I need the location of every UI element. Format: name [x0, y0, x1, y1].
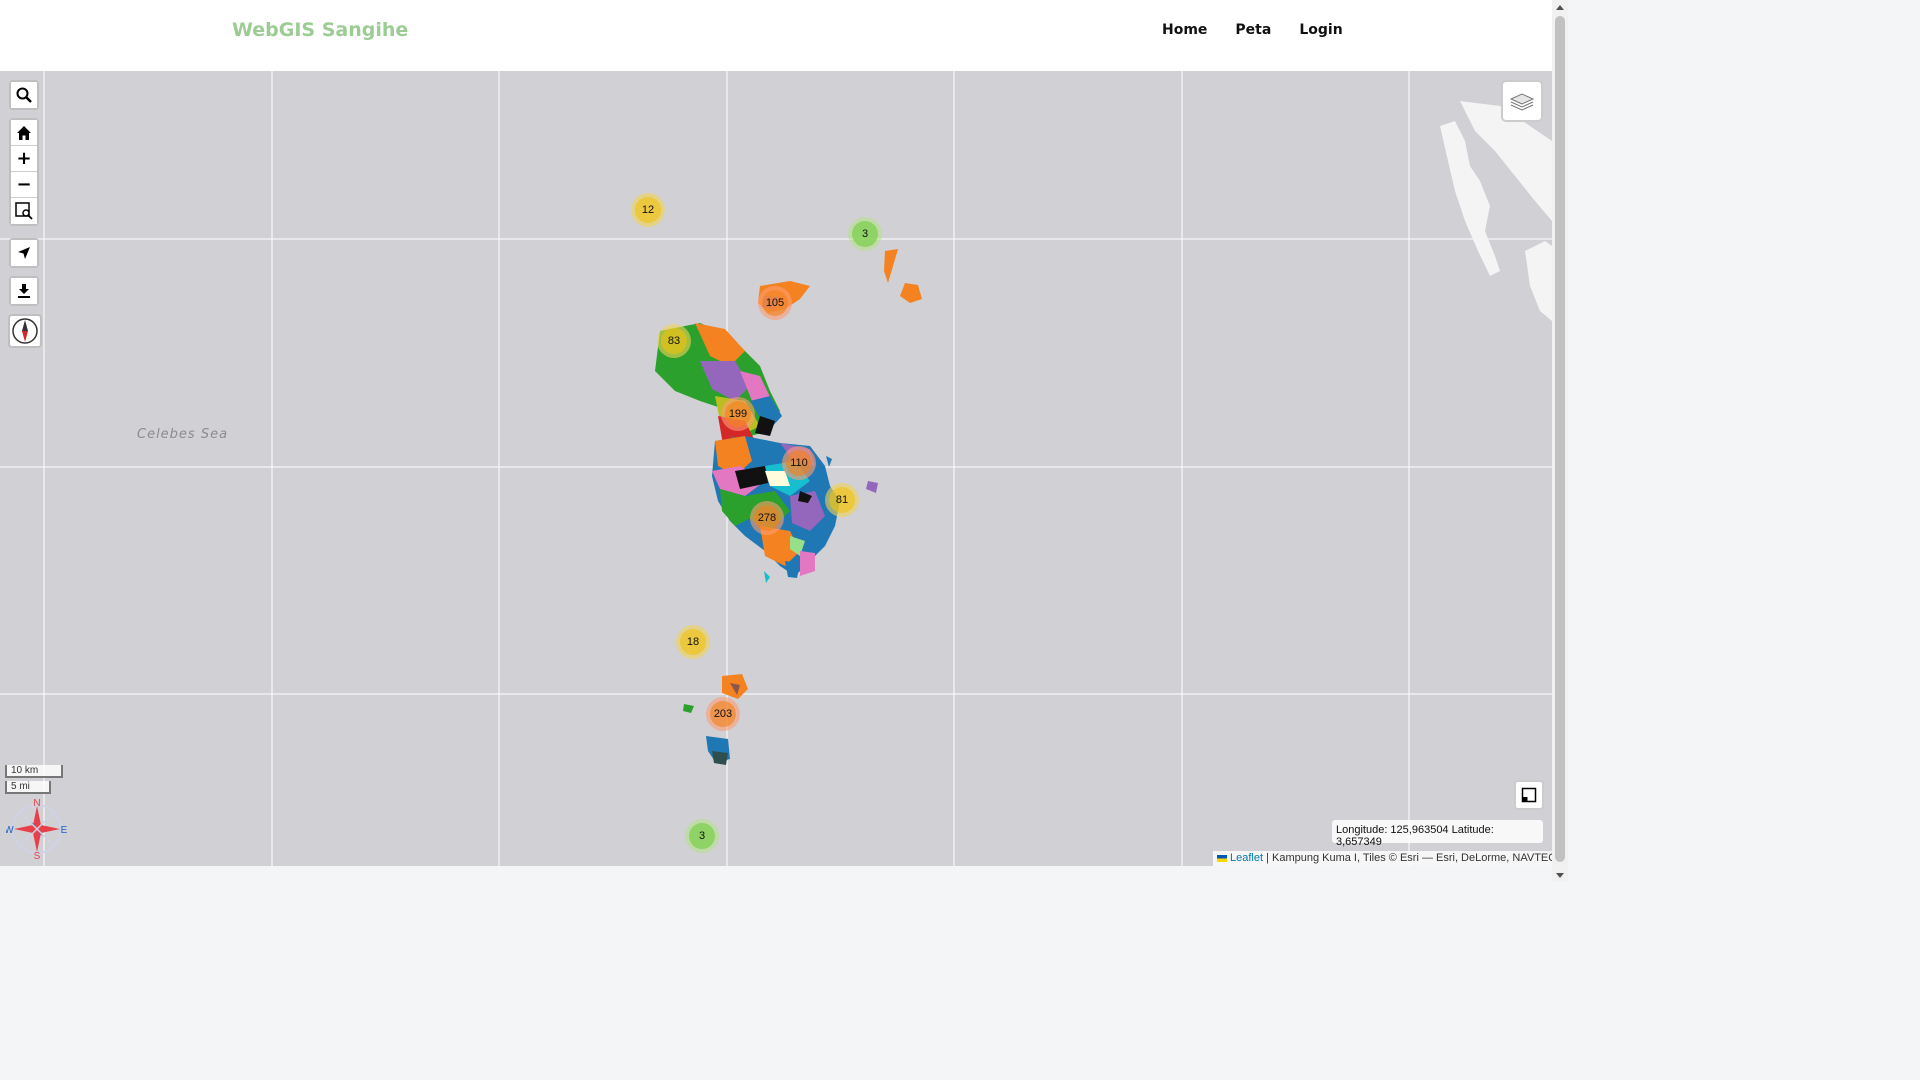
- locate-icon[interactable]: [11, 240, 37, 266]
- layers-control[interactable]: [1501, 80, 1543, 122]
- scroll-up-icon[interactable]: [1556, 5, 1564, 10]
- search-icon[interactable]: [11, 82, 37, 108]
- nav-peta[interactable]: Peta: [1235, 22, 1272, 38]
- marker-cluster[interactable]: 83: [657, 324, 691, 358]
- zoom-in-button[interactable]: +: [11, 146, 37, 172]
- locate-control: [9, 238, 39, 268]
- marker-cluster[interactable]: 278: [750, 501, 784, 535]
- marker-cluster[interactable]: 203: [706, 697, 740, 731]
- attribution-text: | Kampung Kuma I, Tiles © Esri — Esri, D…: [1263, 852, 1552, 864]
- marker-cluster[interactable]: 12: [631, 193, 665, 227]
- scale-bar-imperial: 5 mi: [5, 781, 51, 794]
- compass-rose: N S W E: [6, 798, 68, 860]
- nav-home[interactable]: Home: [1162, 22, 1208, 38]
- cluster-count: 18: [680, 629, 706, 655]
- zoom-out-button[interactable]: −: [11, 172, 37, 198]
- scale-metric: 10 km: [5, 765, 63, 778]
- minimap-icon: [1521, 787, 1537, 803]
- compass-control[interactable]: [8, 314, 42, 348]
- scale-imperial: 5 mi: [5, 781, 51, 794]
- nav-login[interactable]: Login: [1299, 22, 1343, 38]
- box-zoom-icon[interactable]: [11, 198, 37, 224]
- map-canvas[interactable]: Celebes Sea + − 12 3 105 83 199 110 81 2…: [0, 71, 1552, 866]
- marker-cluster[interactable]: 110: [782, 446, 816, 480]
- map-basemap: [0, 71, 1552, 866]
- cluster-count: 199: [725, 401, 751, 427]
- compass-n: N: [33, 798, 40, 809]
- top-navbar: WebGIS Sangihe Home Peta Login: [0, 0, 1552, 71]
- mouse-coordinates: Longitude: 125,963504 Latitude: 3,657349: [1332, 820, 1543, 848]
- nav-links: Home Peta Login: [1162, 22, 1343, 38]
- cluster-count: 105: [762, 290, 788, 316]
- home-icon[interactable]: [11, 120, 37, 146]
- scale-bar: 10 km: [5, 765, 63, 778]
- map-attribution: Leaflet | Kampung Kuma I, Tiles © Esri —…: [1213, 851, 1552, 866]
- marker-cluster[interactable]: 3: [848, 217, 882, 251]
- compass-w: W: [6, 825, 14, 836]
- download-control: [9, 276, 39, 306]
- compass-s: S: [34, 851, 41, 860]
- brand-logo[interactable]: WebGIS Sangihe: [232, 19, 409, 41]
- scroll-down-icon[interactable]: [1556, 873, 1564, 878]
- download-icon[interactable]: [11, 278, 37, 304]
- marker-cluster[interactable]: 18: [676, 625, 710, 659]
- cluster-count: 81: [829, 487, 855, 513]
- cluster-count: 3: [852, 221, 878, 247]
- footer-strip: [0, 866, 1552, 882]
- marker-cluster[interactable]: 199: [721, 397, 755, 431]
- search-control: [9, 80, 39, 110]
- marker-cluster[interactable]: 105: [758, 286, 792, 320]
- sea-label: Celebes Sea: [137, 427, 229, 442]
- minimap-toggle[interactable]: [1514, 780, 1544, 810]
- island-polygons: [655, 249, 922, 765]
- compass-e: E: [61, 825, 68, 836]
- compass-icon: [12, 318, 38, 344]
- cluster-count: 12: [635, 197, 661, 223]
- cluster-count: 83: [661, 328, 687, 354]
- ukraine-flag-icon: [1217, 854, 1227, 862]
- cluster-count: 110: [786, 450, 812, 476]
- leaflet-link[interactable]: Leaflet: [1230, 852, 1264, 864]
- cluster-count: 203: [710, 701, 736, 727]
- marker-cluster[interactable]: 81: [825, 483, 859, 517]
- zoom-control: + −: [9, 118, 39, 226]
- page-scrollbar[interactable]: [1552, 0, 1568, 882]
- layers-icon: [1509, 93, 1535, 111]
- cluster-count: 3: [689, 823, 715, 849]
- cluster-count: 278: [754, 505, 780, 531]
- marker-cluster[interactable]: 3: [685, 819, 719, 853]
- scroll-thumb[interactable]: [1555, 16, 1565, 862]
